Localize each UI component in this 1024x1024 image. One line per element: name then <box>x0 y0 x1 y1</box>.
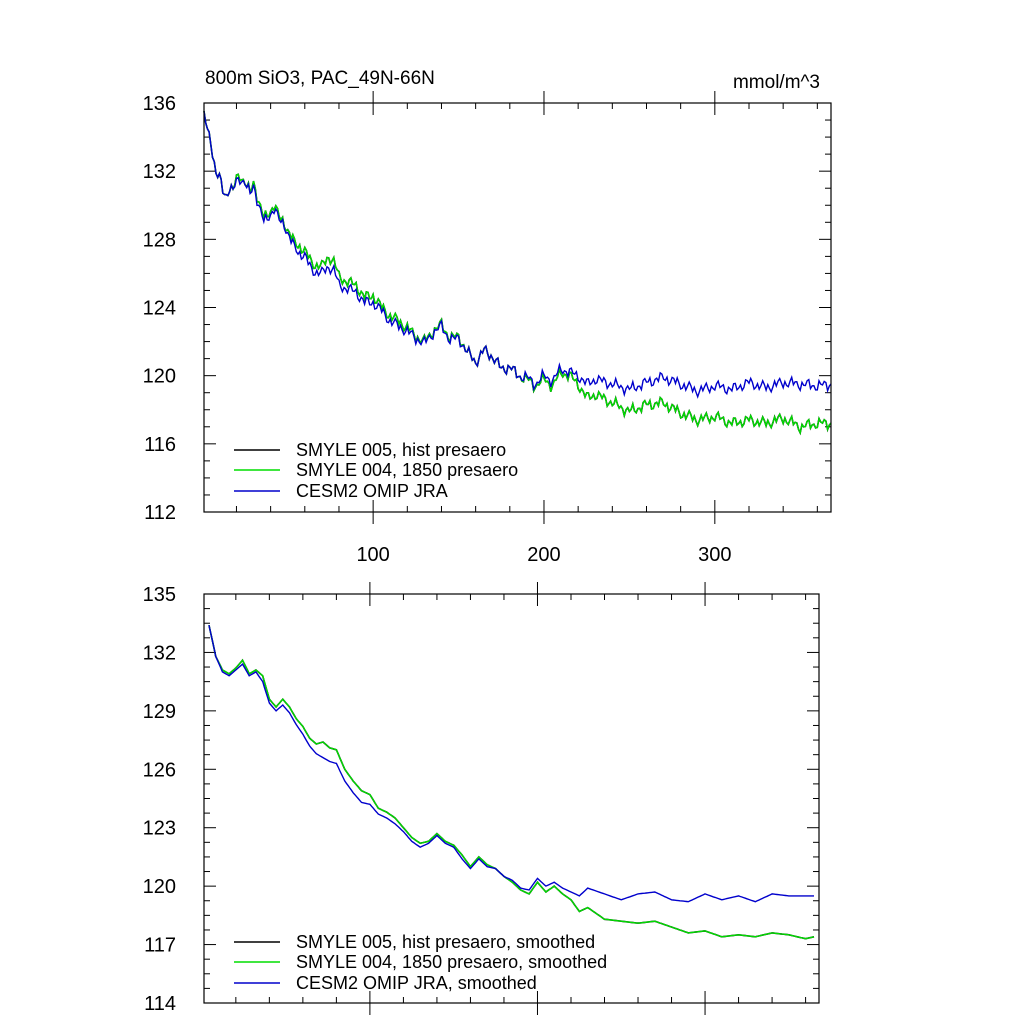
legend-label-smyle005: SMYLE 005, hist presaero, smoothed <box>296 932 595 952</box>
series-line-smyle005 <box>208 625 815 940</box>
legend: SMYLE 005, hist presaero, smoothed SMYLE… <box>234 932 607 993</box>
y-tick-label: 114 <box>144 993 176 1015</box>
y-tick-label: 129 <box>143 701 176 723</box>
y-tick-label: 132 <box>143 161 176 183</box>
legend-label-smyle004: SMYLE 004, 1850 presaero, smoothed <box>296 952 607 972</box>
panel-bottom: 114 117 120 123 126 129 132 135 SMYLE 005, hist… <box>143 582 820 1015</box>
y-tick-label: 128 <box>143 229 176 251</box>
x-tick-labels: 100 200 300 <box>356 544 731 566</box>
y-tick-label: 117 <box>144 935 176 957</box>
series-line-smyle004 <box>203 110 832 436</box>
series-lines <box>208 625 815 940</box>
y-tick-label: 120 <box>143 876 176 898</box>
units-label: mmol/m^3 <box>733 72 820 93</box>
series-line-smyle005 <box>203 110 832 436</box>
y-tick-label: 124 <box>143 298 176 320</box>
y-tick-label: 126 <box>143 759 176 781</box>
chart-title: 800m SiO3, PAC_49N-66N <box>205 68 435 89</box>
series-lines <box>203 110 832 436</box>
y-tick-label: 120 <box>143 366 176 388</box>
plot-frame <box>203 102 832 513</box>
y-tick-label: 123 <box>143 818 176 840</box>
legend: SMYLE 005, hist presaero SMYLE 004, 1850… <box>234 440 518 501</box>
legend-label-omip: CESM2 OMIP JRA <box>296 481 448 501</box>
y-tick-label: 135 <box>143 584 176 606</box>
legend-label-omip: CESM2 OMIP JRA, smoothed <box>296 973 537 993</box>
legend-label-smyle004: SMYLE 004, 1850 presaero <box>296 460 518 480</box>
y-tick-labels: 114 117 120 123 126 129 132 135 <box>143 584 176 1015</box>
y-tick-label: 132 <box>143 642 176 664</box>
axes-ticks <box>204 91 831 524</box>
x-tick-label: 100 <box>356 544 389 566</box>
y-tick-label: 116 <box>144 434 176 456</box>
y-tick-label: 136 <box>143 93 176 115</box>
series-line-smyle004 <box>208 625 815 940</box>
y-tick-labels: 112 116 120 124 128 132 136 <box>143 93 176 524</box>
series-line-omip <box>208 625 814 903</box>
x-tick-label: 300 <box>698 544 731 566</box>
legend-label-smyle005: SMYLE 005, hist presaero <box>296 440 506 460</box>
x-tick-label: 200 <box>527 544 560 566</box>
panel-top: 800m SiO3, PAC_49N-66N mmol/m^3 112 116 12… <box>143 68 832 566</box>
series-line-omip <box>203 110 832 399</box>
plot-frame <box>203 593 820 1004</box>
axes-ticks <box>204 582 819 1015</box>
y-tick-label: 112 <box>144 502 176 524</box>
